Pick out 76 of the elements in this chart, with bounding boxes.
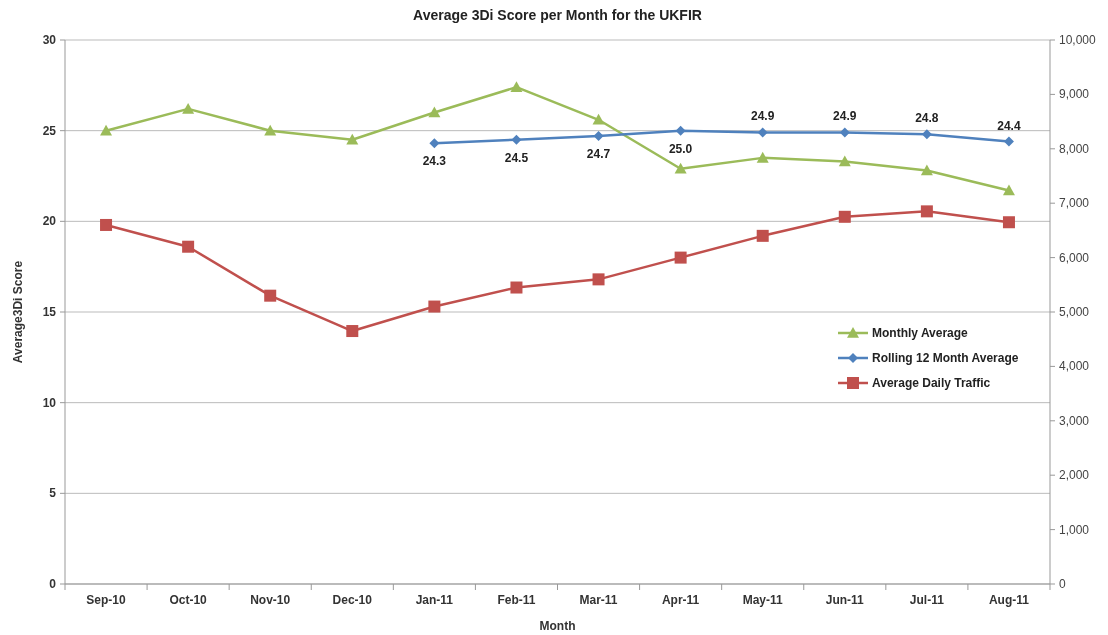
point	[346, 133, 359, 145]
point	[346, 325, 359, 338]
y-tick-label: 0	[49, 577, 57, 591]
x-tick-label: May-11	[742, 593, 784, 607]
data-label: 24.9	[833, 109, 857, 124]
point	[1002, 184, 1015, 196]
point	[838, 210, 851, 223]
point	[757, 127, 768, 138]
legend-label: Rolling 12 Month Average	[872, 351, 1019, 365]
point	[100, 124, 113, 136]
x-tick-label: Mar-11	[579, 593, 618, 607]
point	[510, 281, 523, 294]
x-tick-label: Aug-11	[988, 593, 1030, 607]
point	[1003, 136, 1014, 147]
point	[182, 102, 195, 114]
data-label: 25.0	[668, 141, 693, 156]
point	[920, 164, 933, 176]
y-tick-label: 5	[49, 486, 57, 501]
point	[592, 273, 605, 286]
y2-tick-label: 8,000	[1059, 141, 1090, 156]
data-label: 24.7	[586, 147, 611, 162]
x-tick-label: Jun-11	[825, 593, 865, 607]
point	[182, 240, 195, 253]
data-label: 24.9	[751, 109, 775, 124]
point	[674, 162, 687, 174]
point	[920, 205, 933, 218]
point	[429, 138, 440, 149]
point	[428, 106, 441, 118]
data-label: 24.5	[504, 150, 529, 165]
point	[593, 131, 604, 142]
point	[921, 129, 932, 140]
point	[1002, 216, 1015, 229]
point	[838, 155, 851, 167]
x-tick-label: Jul-11	[909, 593, 945, 607]
y2-tick-label: 5,000	[1059, 305, 1090, 319]
y2-tick-label: 9,000	[1059, 87, 1090, 102]
y-tick-label: 30	[42, 33, 57, 47]
point	[592, 113, 605, 125]
x-tick-label: Sep-10	[86, 593, 127, 607]
point	[100, 218, 113, 231]
point	[674, 251, 687, 264]
legend-label: Monthly Average	[872, 326, 969, 340]
x-tick-label: Oct-10	[169, 593, 208, 607]
point	[264, 124, 277, 136]
x-axis-title: Month	[539, 619, 576, 633]
point	[839, 127, 850, 138]
x-tick-label: Feb-11	[497, 593, 536, 607]
y-tick-label: 20	[42, 214, 57, 229]
y-tick-label: 10	[42, 395, 57, 410]
y2-tick-label: 6,000	[1059, 250, 1090, 265]
y2-tick-label: 2,000	[1059, 468, 1090, 483]
data-label: 24.8	[915, 111, 939, 126]
y-tick-label: 15	[42, 305, 57, 319]
legend-label: Average Daily Traffic	[872, 376, 991, 390]
x-tick-label: Jan-11	[415, 593, 454, 607]
x-tick-label: Dec-10	[332, 593, 373, 607]
point	[511, 134, 522, 145]
point	[756, 151, 769, 163]
y2-tick-label: 3,000	[1059, 413, 1090, 428]
y2-tick-label: 7,000	[1059, 196, 1090, 211]
y2-tick-label: 0	[1059, 577, 1066, 591]
point	[510, 81, 523, 92]
data-label: 24.3	[422, 154, 447, 169]
point	[428, 300, 441, 313]
y2-tick-label: 10,000	[1059, 33, 1097, 47]
data-label: 24.4	[997, 118, 1021, 133]
point	[264, 289, 277, 302]
x-tick-label: Apr-11	[661, 593, 700, 607]
y-axis-title: Average3Di Score	[11, 260, 25, 364]
point	[675, 125, 686, 136]
point	[756, 229, 769, 242]
y-tick-label: 25	[42, 123, 57, 138]
chart-title: Average 3Di Score per Month for the UKFIR	[413, 7, 702, 23]
y2-tick-label: 1,000	[1059, 522, 1090, 537]
x-tick-label: Nov-10	[250, 593, 291, 607]
y2-tick-label: 4,000	[1059, 359, 1090, 374]
